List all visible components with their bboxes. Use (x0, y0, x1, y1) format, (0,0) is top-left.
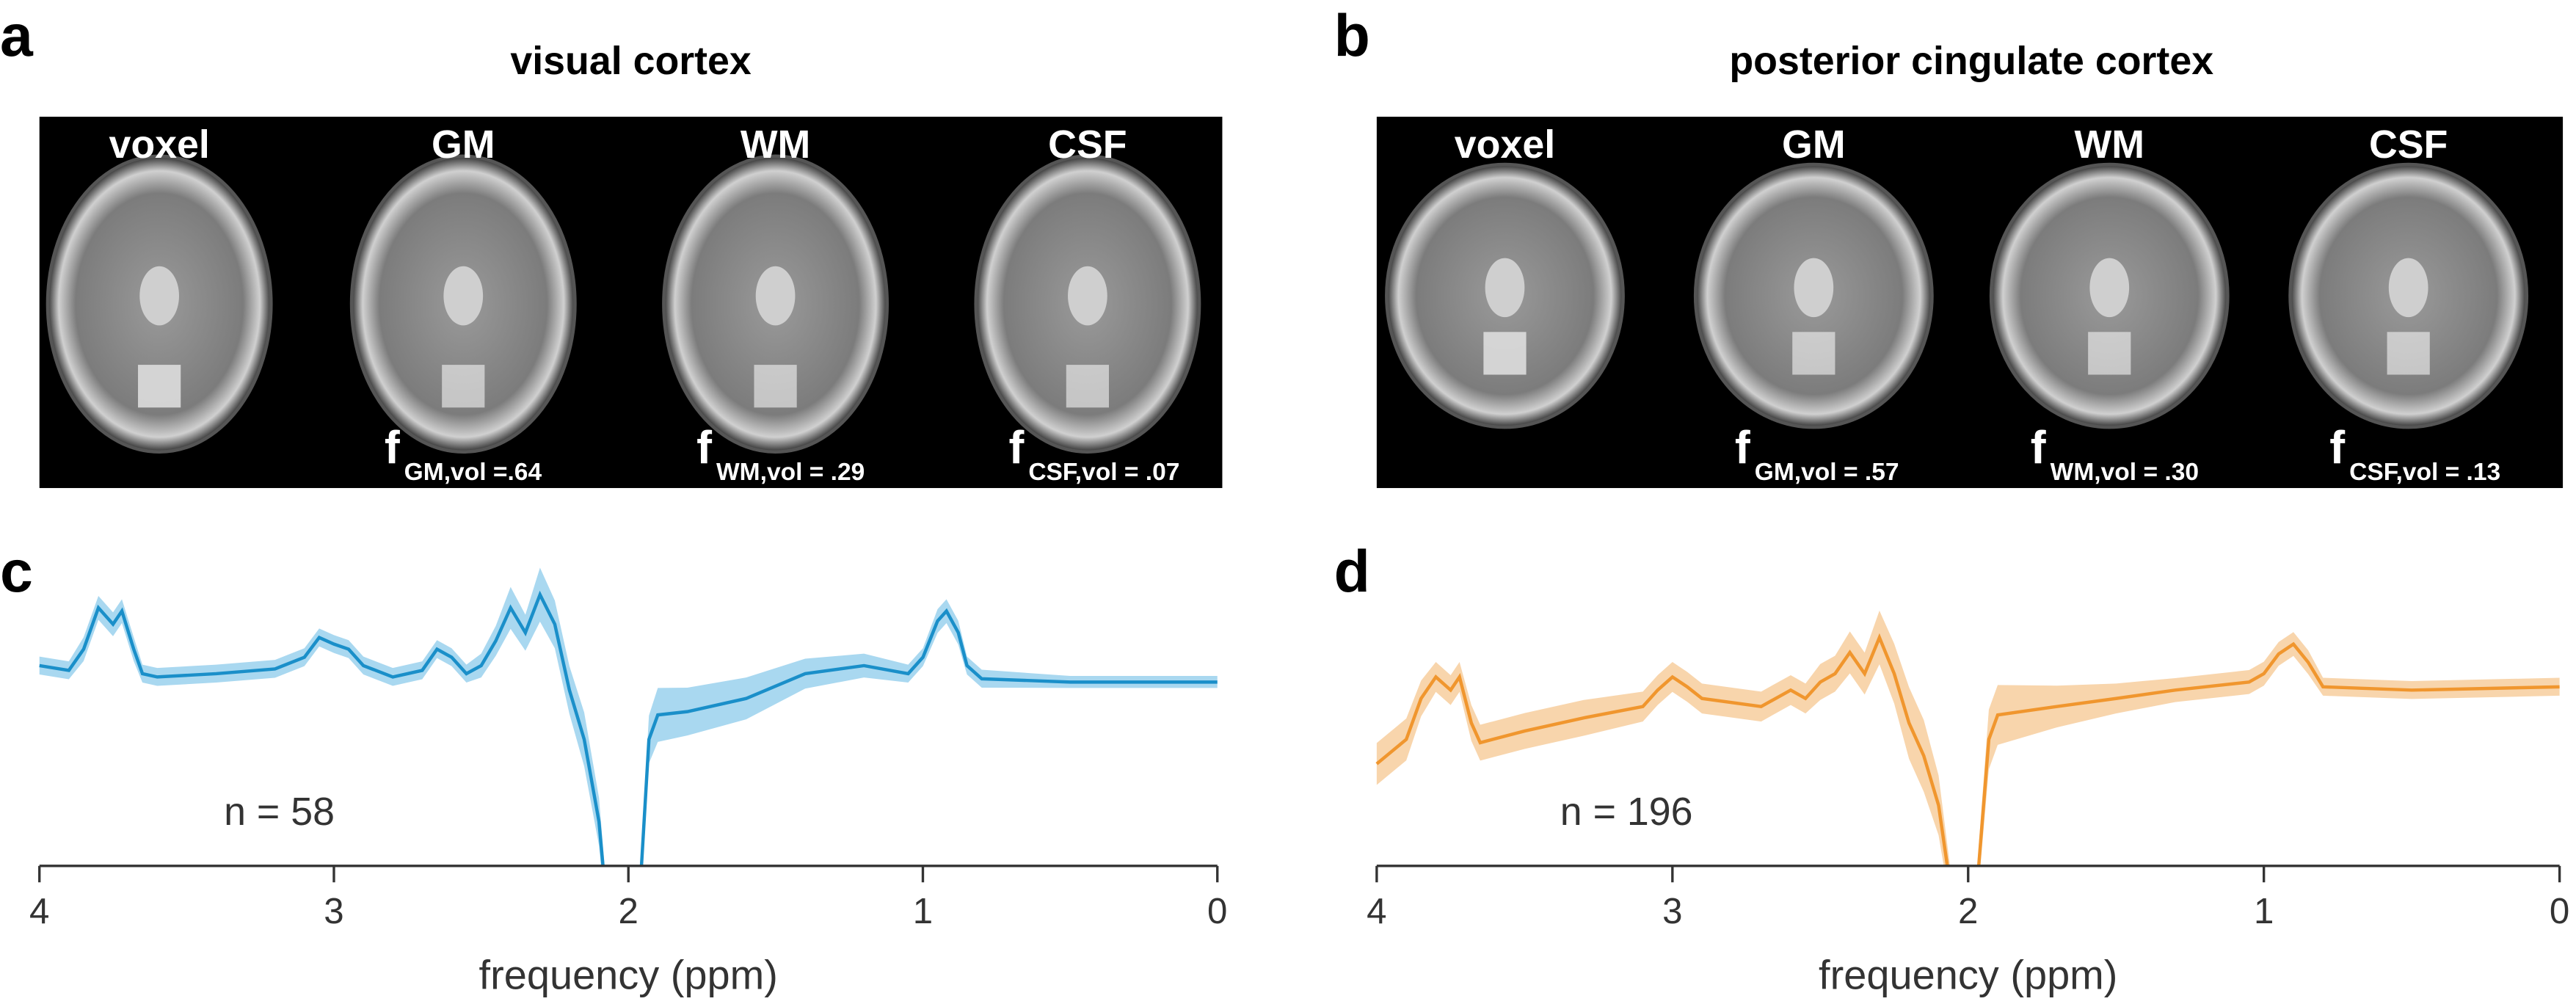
brain-ventricle (1068, 266, 1107, 326)
panel-title: visual cortex (510, 39, 752, 83)
brain-ventricle (443, 266, 484, 326)
x-axis-label: frequency (ppm) (479, 952, 778, 998)
image-label: voxel (109, 123, 209, 167)
fraction-subscript: CSF,vol = .07 (1028, 459, 1179, 486)
brain-ventricle (1794, 258, 1834, 318)
fraction-symbol: f (2031, 422, 2046, 473)
annotation: n = 196 (1560, 790, 1693, 834)
panel-letter: d (1334, 539, 1370, 605)
x-tick-label: 0 (1207, 891, 1227, 931)
fraction-symbol: f (1008, 422, 1024, 473)
x-tick-label: 1 (2254, 891, 2274, 931)
voxel-overlay (754, 365, 797, 408)
spectrum-line (1375, 633, 2560, 866)
brain-ventricle (1485, 258, 1525, 318)
confidence-band (39, 567, 1218, 866)
x-tick-label: 3 (324, 891, 343, 931)
image-label: GM (1782, 123, 1846, 167)
fraction-subscript: GM,vol = .57 (1755, 459, 1899, 486)
brain-ventricle (2089, 258, 2130, 318)
x-axis-label: frequency (ppm) (1819, 952, 2117, 998)
brain-ventricle (2388, 258, 2428, 318)
panel-letter: a (0, 3, 34, 69)
x-tick-label: 3 (1662, 891, 1682, 931)
confidence-band (1376, 610, 2560, 866)
fraction-symbol: f (1735, 422, 1750, 473)
fraction-subscript: WM,vol = .30 (2051, 459, 2199, 486)
spectrum-line (39, 590, 1218, 866)
voxel-overlay (1483, 332, 1527, 375)
fraction-subscript: CSF,vol = .13 (2349, 459, 2500, 486)
x-tick-label: 4 (1367, 891, 1386, 931)
voxel-overlay (2088, 332, 2131, 375)
image-label: CSF (2369, 123, 2448, 167)
voxel-overlay (2387, 332, 2430, 375)
x-tick-label: 2 (1958, 891, 1978, 931)
fraction-symbol: f (385, 422, 400, 473)
image-label: voxel (1455, 123, 1555, 167)
fraction-symbol: f (696, 422, 712, 473)
panel-letter: c (0, 539, 33, 605)
x-tick-label: 0 (2550, 891, 2569, 931)
annotation: n = 58 (224, 790, 335, 834)
brain-ventricle (755, 266, 796, 326)
voxel-overlay (442, 365, 485, 408)
image-label: GM (432, 123, 495, 167)
panel-letter: b (1334, 3, 1370, 69)
x-tick-label: 2 (619, 891, 638, 931)
voxel-overlay (138, 365, 181, 408)
x-tick-label: 4 (29, 891, 49, 931)
voxel-overlay (1792, 332, 1835, 375)
brain-ventricle (139, 266, 179, 326)
fraction-symbol: f (2329, 422, 2345, 473)
image-label: WM (741, 123, 810, 167)
panel-title: posterior cingulate cortex (1729, 39, 2213, 83)
x-tick-label: 1 (913, 891, 933, 931)
fraction-subscript: GM,vol =.64 (404, 459, 542, 486)
image-label: WM (2075, 123, 2144, 167)
image-label: CSF (1048, 123, 1127, 167)
voxel-overlay (1066, 365, 1110, 408)
fraction-subscript: WM,vol = .29 (716, 459, 865, 486)
